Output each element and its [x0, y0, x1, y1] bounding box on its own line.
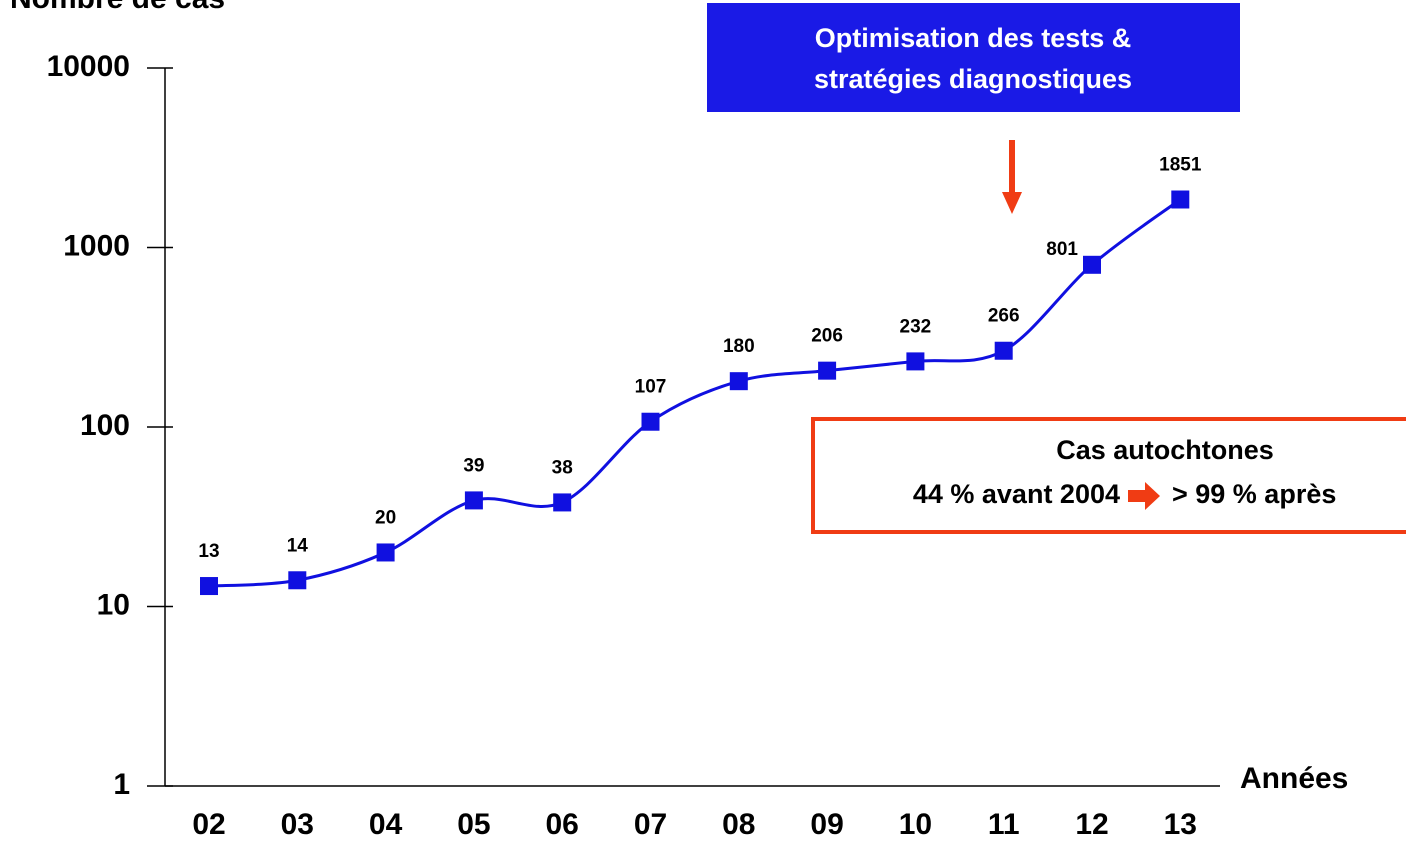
- y-tick-label: 1000: [63, 229, 130, 262]
- annotation-box: [707, 3, 1240, 112]
- data-label: 206: [811, 326, 843, 347]
- line: [208, 198, 1182, 588]
- data-label: 801: [1046, 239, 1078, 260]
- x-tick-label: 06: [546, 808, 579, 841]
- marker: [818, 361, 837, 380]
- x-tick-label: 11: [988, 808, 1020, 841]
- x-tick-label: 10: [899, 808, 932, 841]
- y-tick-label: 100: [80, 409, 130, 442]
- marker: [376, 543, 395, 562]
- x-tick-label: 12: [1075, 808, 1108, 841]
- annotation-text: 44 % avant 2004: [913, 479, 1120, 509]
- y-tick-label: 10000: [47, 50, 130, 83]
- data-label: 13: [198, 541, 219, 562]
- marker: [1171, 190, 1190, 209]
- data-label: 1851: [1159, 155, 1202, 176]
- x-tick-label: 07: [634, 808, 667, 841]
- x-tick-label: 02: [192, 808, 225, 841]
- data-label: 39: [463, 455, 484, 476]
- annotation-text: Cas autochtones: [1056, 435, 1274, 465]
- x-tick-label: 08: [722, 808, 755, 841]
- y-tick-label: 10: [97, 588, 130, 621]
- marker: [729, 372, 748, 391]
- annotation-text: stratégies diagnostiques: [814, 64, 1132, 94]
- annotation-box: [811, 417, 1406, 534]
- x-tick-label: 04: [369, 808, 403, 841]
- x-tick-label: 13: [1164, 808, 1197, 841]
- data-label: 107: [635, 377, 667, 398]
- annotation-text: > 99 % après: [1172, 479, 1336, 509]
- marker: [906, 352, 925, 371]
- y-tick-label: 1: [113, 768, 130, 801]
- marker: [1083, 255, 1101, 274]
- data-label: 14: [287, 535, 309, 556]
- data-label: 38: [552, 457, 573, 478]
- annotation-text: Optimisation des tests &: [815, 23, 1132, 53]
- x-axis-label: Années: [1240, 762, 1348, 795]
- arrow-head: [1002, 192, 1022, 214]
- marker: [288, 571, 307, 590]
- x-tick-label: 05: [457, 808, 490, 841]
- marker: [553, 493, 572, 512]
- data-label: 20: [375, 507, 396, 528]
- marker: [641, 412, 660, 431]
- data-label: 266: [988, 306, 1020, 327]
- marker: [464, 491, 483, 510]
- data-label: 180: [723, 336, 755, 357]
- marker: [200, 577, 218, 596]
- x-tick-label: 03: [281, 808, 314, 841]
- data-label: 232: [900, 316, 932, 337]
- marker: [994, 341, 1013, 360]
- y-axis-label: Nombre de cas: [10, 0, 225, 15]
- x-tick-label: 09: [810, 808, 843, 841]
- arrow-glyph: [1128, 482, 1160, 510]
